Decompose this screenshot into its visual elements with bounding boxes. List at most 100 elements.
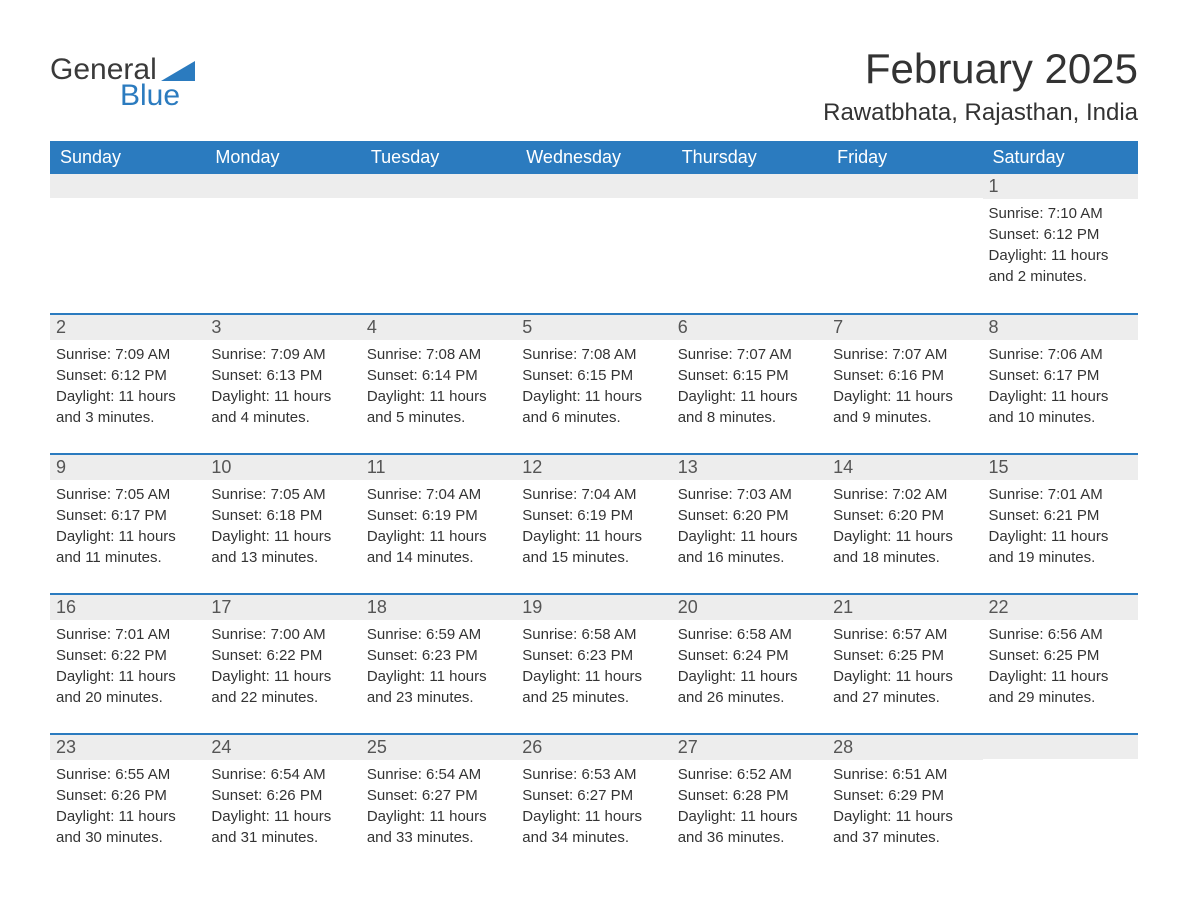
day-number: 15: [983, 455, 1138, 480]
day-number: [361, 174, 516, 198]
month-title: February 2025: [823, 45, 1138, 93]
day-details: Sunrise: 6:58 AMSunset: 6:23 PMDaylight:…: [522, 624, 665, 708]
day-number: 14: [827, 455, 982, 480]
day-number: 24: [205, 735, 360, 760]
calendar-row: 2Sunrise: 7:09 AMSunset: 6:12 PMDaylight…: [50, 314, 1138, 454]
day-number: 18: [361, 595, 516, 620]
day-number: [983, 735, 1138, 759]
day-number: [50, 174, 205, 198]
day-number: 2: [50, 315, 205, 340]
day-number: 17: [205, 595, 360, 620]
calendar-row: 1Sunrise: 7:10 AMSunset: 6:12 PMDaylight…: [50, 174, 1138, 314]
day-details: Sunrise: 7:08 AMSunset: 6:14 PMDaylight:…: [367, 344, 510, 428]
day-details: Sunrise: 7:07 AMSunset: 6:15 PMDaylight:…: [678, 344, 821, 428]
day-number: 25: [361, 735, 516, 760]
calendar-cell: [672, 174, 827, 314]
day-number: 23: [50, 735, 205, 760]
day-details: Sunrise: 6:51 AMSunset: 6:29 PMDaylight:…: [833, 764, 976, 848]
calendar-cell: 1Sunrise: 7:10 AMSunset: 6:12 PMDaylight…: [983, 174, 1138, 314]
day-details: Sunrise: 6:56 AMSunset: 6:25 PMDaylight:…: [989, 624, 1132, 708]
day-number: 26: [516, 735, 671, 760]
calendar-cell: 13 Sunrise: 7:03 AMSunset: 6:20 PMDayligh…: [672, 454, 827, 594]
calendar-cell: 2Sunrise: 7:09 AMSunset: 6:12 PMDaylight…: [50, 314, 205, 454]
location: Rawatbhata, Rajasthan, India: [823, 99, 1138, 127]
weekday-header: Friday: [827, 141, 982, 174]
day-number: [672, 174, 827, 198]
logo-word2: Blue: [120, 81, 195, 111]
calendar-cell: 9Sunrise: 7:05 AMSunset: 6:17 PMDaylight…: [50, 454, 205, 594]
day-details: Sunrise: 7:08 AMSunset: 6:15 PMDaylight:…: [522, 344, 665, 428]
day-details: Sunrise: 6:58 AMSunset: 6:24 PMDaylight:…: [678, 624, 821, 708]
calendar-cell: 26 Sunrise: 6:53 AMSunset: 6:27 PMDayligh…: [516, 734, 671, 874]
weekday-header: Sunday: [50, 141, 205, 174]
day-number: 21: [827, 595, 982, 620]
calendar-cell: 17Sunrise: 7:00 AMSunset: 6:22 PMDayligh…: [205, 594, 360, 734]
day-number: 27: [672, 735, 827, 760]
day-number: 7: [827, 315, 982, 340]
day-details: Sunrise: 7:07 AMSunset: 6:16 PMDaylight:…: [833, 344, 976, 428]
calendar-cell: 19 Sunrise: 6:58 AMSunset: 6:23 PMDayligh…: [516, 594, 671, 734]
day-number: 10: [205, 455, 360, 480]
day-details: Sunrise: 6:52 AMSunset: 6:28 PMDaylight:…: [678, 764, 821, 848]
day-number: 12: [516, 455, 671, 480]
calendar-cell: 23Sunrise: 6:55 AMSunset: 6:26 PMDayligh…: [50, 734, 205, 874]
calendar-cell: 5 Sunrise: 7:08 AMSunset: 6:15 PMDaylight…: [516, 314, 671, 454]
calendar-header-row: SundayMondayTuesdayWednesdayThursdayFrid…: [50, 141, 1138, 174]
day-number: 16: [50, 595, 205, 620]
calendar-cell: 16 Sunrise: 7:01 AMSunset: 6:22 PMDayligh…: [50, 594, 205, 734]
title-block: February 2025 Rawatbhata, Rajasthan, Ind…: [823, 45, 1138, 127]
calendar-cell: [827, 174, 982, 314]
page-header: General Blue February 2025 Rawatbhata, R…: [50, 45, 1138, 127]
weekday-header: Saturday: [983, 141, 1138, 174]
calendar-cell: 7 Sunrise: 7:07 AMSunset: 6:16 PMDaylight…: [827, 314, 982, 454]
day-number: 11: [361, 455, 516, 480]
day-number: 6: [672, 315, 827, 340]
day-details: Sunrise: 7:05 AMSunset: 6:17 PMDaylight:…: [56, 484, 199, 568]
calendar-body: 1Sunrise: 7:10 AMSunset: 6:12 PMDaylight…: [50, 174, 1138, 874]
calendar-cell: 15 Sunrise: 7:01 AMSunset: 6:21 PMDayligh…: [983, 454, 1138, 594]
day-number: [827, 174, 982, 198]
day-number: 13: [672, 455, 827, 480]
day-details: Sunrise: 7:01 AMSunset: 6:21 PMDaylight:…: [989, 484, 1132, 568]
logo-triangle-icon: [161, 61, 195, 81]
day-number: 19: [516, 595, 671, 620]
day-details: Sunrise: 7:03 AMSunset: 6:20 PMDaylight:…: [678, 484, 821, 568]
calendar-cell: 24 Sunrise: 6:54 AMSunset: 6:26 PMDayligh…: [205, 734, 360, 874]
day-details: Sunrise: 7:04 AMSunset: 6:19 PMDaylight:…: [522, 484, 665, 568]
day-details: Sunrise: 6:54 AMSunset: 6:27 PMDaylight:…: [367, 764, 510, 848]
calendar-cell: 20 Sunrise: 6:58 AMSunset: 6:24 PMDayligh…: [672, 594, 827, 734]
day-number: 1: [983, 174, 1138, 199]
weekday-header: Thursday: [672, 141, 827, 174]
calendar-cell: [50, 174, 205, 314]
calendar-cell: 21 Sunrise: 6:57 AMSunset: 6:25 PMDayligh…: [827, 594, 982, 734]
day-number: 8: [983, 315, 1138, 340]
day-details: Sunrise: 6:53 AMSunset: 6:27 PMDaylight:…: [522, 764, 665, 848]
calendar-row: 16 Sunrise: 7:01 AMSunset: 6:22 PMDayligh…: [50, 594, 1138, 734]
day-number: 22: [983, 595, 1138, 620]
calendar-cell: [205, 174, 360, 314]
calendar-cell: [516, 174, 671, 314]
day-details: Sunrise: 7:06 AMSunset: 6:17 PMDaylight:…: [989, 344, 1132, 428]
day-details: Sunrise: 7:09 AMSunset: 6:13 PMDaylight:…: [211, 344, 354, 428]
calendar-cell: 4Sunrise: 7:08 AMSunset: 6:14 PMDaylight…: [361, 314, 516, 454]
calendar-cell: [983, 734, 1138, 874]
day-details: Sunrise: 7:05 AMSunset: 6:18 PMDaylight:…: [211, 484, 354, 568]
calendar-row: 9Sunrise: 7:05 AMSunset: 6:17 PMDaylight…: [50, 454, 1138, 594]
weekday-header: Tuesday: [361, 141, 516, 174]
day-number: 5: [516, 315, 671, 340]
calendar-cell: [361, 174, 516, 314]
calendar-cell: 12 Sunrise: 7:04 AMSunset: 6:19 PMDayligh…: [516, 454, 671, 594]
day-details: Sunrise: 7:04 AMSunset: 6:19 PMDaylight:…: [367, 484, 510, 568]
calendar-cell: 10 Sunrise: 7:05 AMSunset: 6:18 PMDayligh…: [205, 454, 360, 594]
weekday-header: Wednesday: [516, 141, 671, 174]
day-details: Sunrise: 7:01 AMSunset: 6:22 PMDaylight:…: [56, 624, 199, 708]
calendar-cell: 14Sunrise: 7:02 AMSunset: 6:20 PMDayligh…: [827, 454, 982, 594]
calendar-table: SundayMondayTuesdayWednesdayThursdayFrid…: [50, 141, 1138, 874]
calendar-cell: 25 Sunrise: 6:54 AMSunset: 6:27 PMDayligh…: [361, 734, 516, 874]
logo: General Blue: [50, 45, 195, 111]
day-details: Sunrise: 6:54 AMSunset: 6:26 PMDaylight:…: [211, 764, 354, 848]
day-number: 20: [672, 595, 827, 620]
weekday-header: Monday: [205, 141, 360, 174]
calendar-cell: 11 Sunrise: 7:04 AMSunset: 6:19 PMDayligh…: [361, 454, 516, 594]
day-details: Sunrise: 6:57 AMSunset: 6:25 PMDaylight:…: [833, 624, 976, 708]
